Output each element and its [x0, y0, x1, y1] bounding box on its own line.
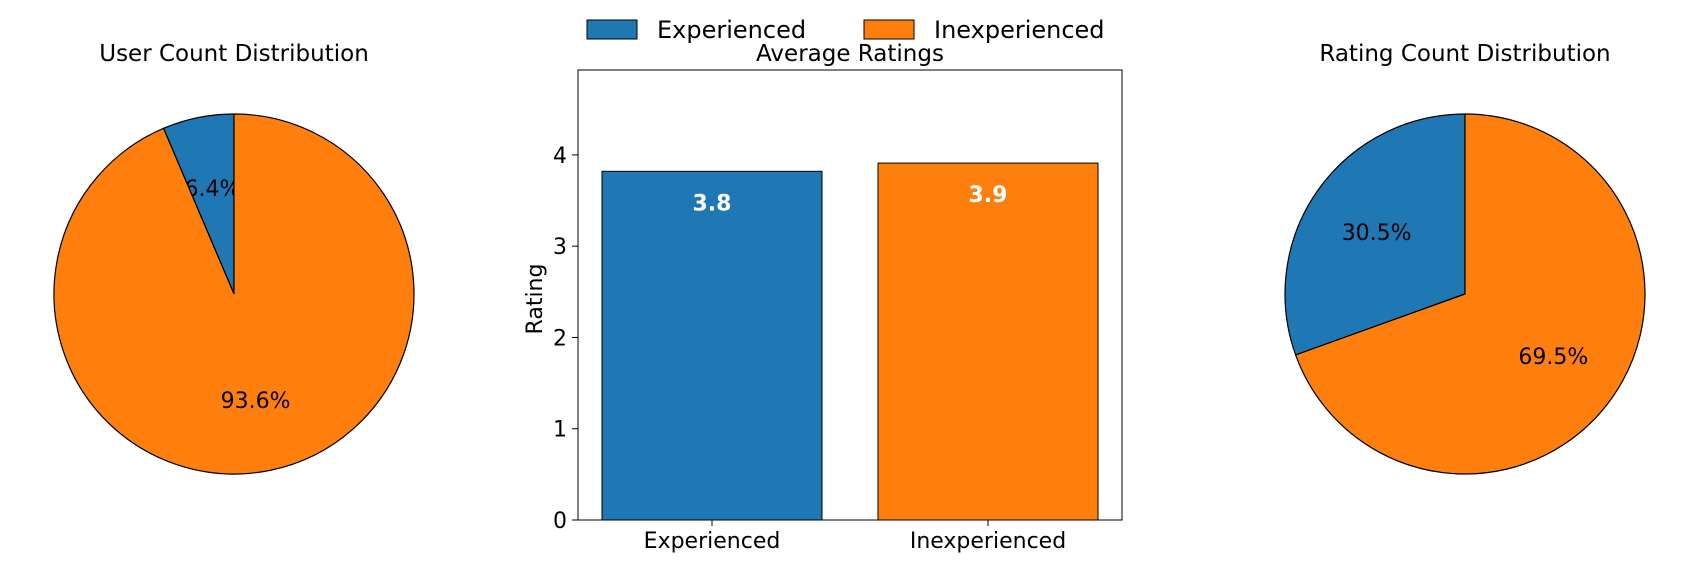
bar-chart-frame [577, 69, 1123, 521]
rating-count-pie-slices: 30.5% 69.5% [1284, 113, 1646, 475]
legend-swatch-inexperienced [863, 19, 915, 40]
rating-count-pie-chart: Rating Count Distribution 30.5% 69.5% [1284, 41, 1646, 475]
bar-value-label-inexperienced: 3.9 [969, 183, 1008, 208]
rating-count-pct-label-experienced: 30.5% [1342, 221, 1412, 246]
user-count-pie-chart: User Count Distribution 6.4%93.6% [53, 41, 415, 475]
bar-experienced [601, 170, 823, 521]
user-count-pie-title: User Count Distribution [99, 41, 369, 67]
rating-count-pie-title: Rating Count Distribution [1319, 41, 1610, 67]
y-tick-label: 0 [553, 509, 567, 534]
user-count-pie-slices: 6.4%93.6% [53, 113, 415, 475]
legend-swatch-experienced [586, 19, 638, 40]
legend: Experienced Inexperienced [586, 16, 1105, 44]
average-ratings-bar-chart: Average Ratings 3.8 Experienced 3.9 Inexper… [523, 41, 1123, 554]
legend-label-inexperienced: Inexperienced [934, 16, 1105, 44]
user-count-pct-label-inexperienced: 93.6% [221, 389, 291, 414]
rating-count-pct-label-inexperienced: 69.5% [1518, 345, 1588, 370]
average-ratings-title: Average Ratings [756, 41, 944, 67]
bar-chart-axes: 3.8 Experienced 3.9 Inexperienced 0 1 2 3 4 [553, 69, 1123, 554]
y-tick-label: 4 [553, 144, 567, 169]
x-tick-label-experienced: Experienced [644, 529, 781, 554]
x-tick-label-inexperienced: Inexperienced [910, 529, 1066, 554]
bar-value-label-experienced: 3.8 [693, 191, 732, 216]
rating-count-slice-experienced [1284, 113, 1466, 356]
y-axis-label: Rating [523, 264, 548, 335]
rating-count-slice-inexperienced [1294, 113, 1646, 475]
bar-inexperienced [877, 162, 1099, 521]
user-count-slice-inexperienced [53, 113, 415, 475]
y-tick-label: 1 [553, 418, 567, 443]
y-tick-label: 3 [553, 235, 567, 260]
y-tick-label: 2 [553, 326, 567, 351]
legend-label-experienced: Experienced [657, 16, 806, 44]
